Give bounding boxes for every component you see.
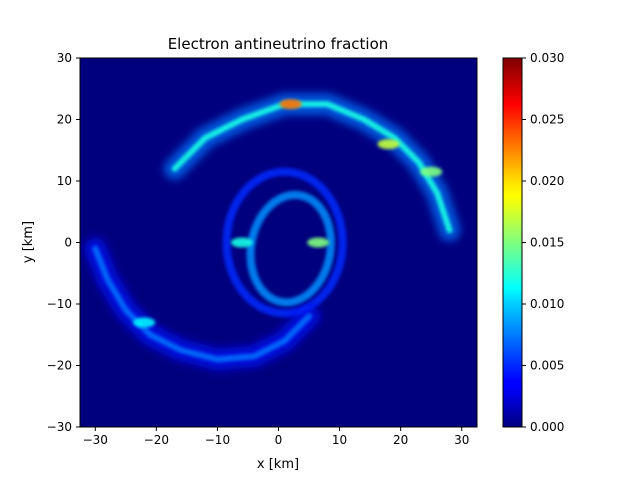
y-tick-label: 10 — [57, 174, 72, 188]
heat-patch-5 — [420, 166, 443, 177]
colorbar-tick-label: 0.025 — [530, 113, 564, 127]
colorbar-tick-label: 0.015 — [530, 236, 564, 250]
colorbar-tick-label: 0.000 — [530, 420, 564, 434]
y-tick-label: 30 — [57, 51, 72, 65]
heat-patch-6 — [279, 99, 302, 110]
heat-patch-8 — [230, 237, 253, 248]
x-axis: −30 −20 −10 0 10 20 30 — [83, 427, 469, 447]
y-tick-label: 20 — [57, 113, 72, 127]
y-tick-label: −10 — [47, 297, 72, 311]
y-tick-label: −30 — [47, 420, 72, 434]
colorbar-ticks: 0.000 0.005 0.010 0.015 0.020 0.025 0.030 — [522, 51, 564, 434]
chart-title: Electron antineutrino fraction — [168, 35, 389, 53]
y-tick-label: 0 — [64, 236, 72, 250]
x-tick-label: −10 — [205, 433, 230, 447]
colorbar-gradient — [502, 57, 523, 428]
y-tick-label: −20 — [47, 359, 72, 373]
x-axis-label: x [km] — [257, 457, 299, 472]
x-tick-label: 30 — [454, 433, 469, 447]
heat-arm-3 — [92, 245, 312, 363]
plot-area — [79, 57, 478, 428]
colorbar: 0.000 0.005 0.010 0.015 0.020 0.025 0.030 — [502, 51, 564, 434]
colorbar-tick-label: 0.020 — [530, 174, 564, 188]
heat-patch-7 — [307, 237, 330, 248]
heat-arm-2 — [171, 101, 453, 234]
heat-ring-1 — [222, 167, 347, 318]
x-tick-label: 10 — [332, 433, 347, 447]
colorbar-tick-label: 0.005 — [530, 359, 564, 373]
colorbar-tick-label: 0.030 — [530, 51, 564, 65]
x-tick-label: 20 — [393, 433, 408, 447]
x-tick-label: −30 — [83, 433, 108, 447]
x-tick-label: −20 — [144, 433, 169, 447]
heatmap-field — [84, 93, 461, 371]
plot-background — [80, 58, 477, 427]
colorbar-tick-label: 0.010 — [530, 297, 564, 311]
y-axis: −30 −20 −10 0 10 20 30 — [47, 51, 80, 434]
y-axis-label: y [km] — [21, 221, 36, 263]
x-tick-label: 0 — [275, 433, 283, 447]
heat-patch-4 — [377, 139, 400, 150]
heat-patch-9 — [133, 317, 156, 328]
